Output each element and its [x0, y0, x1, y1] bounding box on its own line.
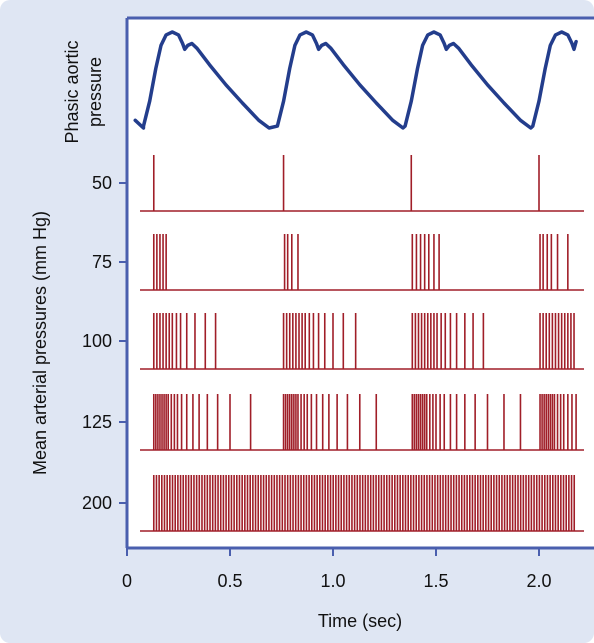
pressure-wave-layer	[133, 30, 578, 130]
level-label-125: 125	[82, 412, 112, 432]
y-axis-label-phasic-line2: pressure	[85, 57, 105, 127]
x-tick-label: 1.0	[320, 571, 345, 591]
level-label-100: 100	[82, 331, 112, 351]
plot-area	[127, 18, 594, 548]
x-tick-label: 0.5	[217, 571, 242, 591]
spike-train-200	[140, 475, 584, 532]
x-tick-label: 1.5	[423, 571, 448, 591]
x-axis-label: Time (sec)	[318, 611, 402, 631]
spike-train-125	[140, 394, 584, 451]
level-label-group: 50 75 100 125 200	[82, 173, 127, 513]
spike-train-50	[140, 155, 584, 212]
x-tick-label: 0	[122, 571, 132, 591]
level-label-75: 75	[92, 252, 112, 272]
level-label-50: 50	[92, 173, 112, 193]
spike-train-75	[140, 234, 584, 291]
spike-train-layer	[140, 155, 584, 532]
level-label-200: 200	[82, 493, 112, 513]
spike-train-100	[140, 313, 584, 370]
x-tick-label: 2.0	[526, 571, 551, 591]
y-axis-label-mean: Mean arterial pressures (mm Hg)	[30, 211, 50, 475]
x-tick-group: 0 0.5 1.0 1.5 2.0	[122, 548, 552, 591]
phasic-aortic-pressure-line	[133, 30, 578, 130]
y-axis-label-phasic-line1: Phasic aortic	[62, 40, 82, 143]
